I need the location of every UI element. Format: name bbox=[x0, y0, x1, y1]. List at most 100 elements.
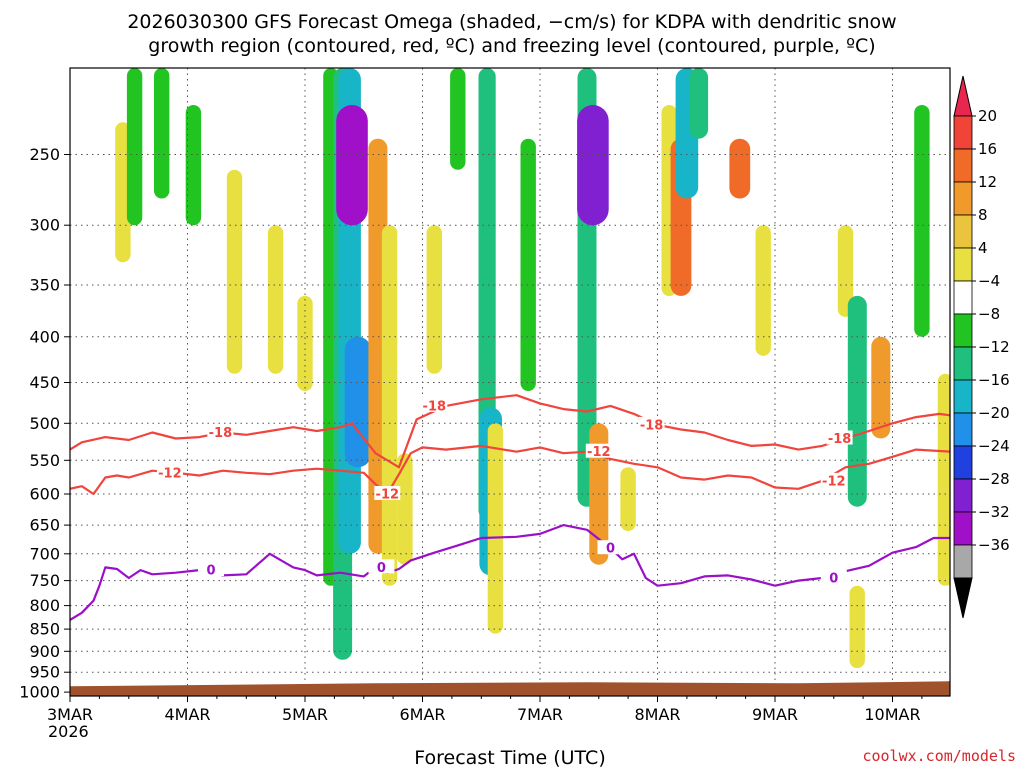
contour-label-bg-2-2 bbox=[597, 540, 624, 555]
omega-cell-36 bbox=[937, 373, 950, 586]
y-tick-label-300: 300 bbox=[29, 216, 60, 235]
colorbar-label-2: 12 bbox=[978, 173, 997, 191]
colorbar-segment-12 bbox=[953, 478, 973, 513]
colorbar-segment-14 bbox=[953, 544, 973, 579]
y-tick-label-500: 500 bbox=[29, 414, 60, 433]
contour-label-bg-1-3 bbox=[820, 472, 847, 487]
omega-cell-31 bbox=[837, 225, 854, 317]
chart-title-line-2: growth region (contoured, red, ºC) and f… bbox=[148, 35, 875, 57]
x-axis: 3MAR 4MAR 5MAR 6MAR 7MAR 8MAR 9MAR 10MAR bbox=[47, 696, 923, 724]
omega-cell-24 bbox=[620, 467, 636, 531]
omega-cell-13 bbox=[381, 225, 398, 586]
colorbar-segment-1 bbox=[953, 115, 973, 150]
gridlines bbox=[70, 68, 950, 696]
x-tick-label-8mar: 8MAR bbox=[634, 705, 680, 724]
colorbar-bottom-arrow bbox=[953, 577, 973, 619]
y-tick-label-950: 950 bbox=[29, 663, 60, 682]
x-tick-label-6mar: 6MAR bbox=[399, 705, 445, 724]
contour-label-2-1: 0 bbox=[377, 561, 386, 576]
omega-cell-0 bbox=[115, 122, 131, 263]
omega-cell-29 bbox=[729, 138, 751, 199]
colorbar-segment-2 bbox=[953, 148, 973, 183]
colorbar-segment-4 bbox=[953, 214, 973, 249]
omega-cell-30 bbox=[755, 225, 771, 356]
y-tick-label-650: 650 bbox=[29, 516, 60, 535]
omega-cell-4 bbox=[226, 169, 243, 374]
omega-cell-22 bbox=[577, 105, 609, 226]
colorbar-label-8: −16 bbox=[978, 371, 1010, 389]
contour-label-bg-2-3 bbox=[820, 570, 847, 584]
omega-shading-layer bbox=[115, 68, 950, 669]
colorbar-segment-7 bbox=[953, 313, 973, 348]
colorbar-label-5: −4 bbox=[978, 272, 1000, 290]
colorbar-segment-11 bbox=[953, 445, 973, 480]
colorbar: 20 16 12 8 4 −4 −8 −12 −16 −20 −24 −28 −32 −36 bbox=[953, 75, 1010, 619]
contour-label-bg-2-0 bbox=[198, 562, 224, 577]
omega-cell-20 bbox=[520, 138, 536, 391]
colorbar-label-13: −36 bbox=[978, 536, 1010, 554]
omega-cell-14 bbox=[397, 453, 413, 565]
y-tick-label-400: 400 bbox=[29, 327, 60, 346]
omega-cell-33 bbox=[849, 585, 865, 669]
x-tick-label-9mar: 9MAR bbox=[752, 705, 798, 724]
y-tick-label-850: 850 bbox=[29, 620, 60, 639]
colorbar-segment-8 bbox=[953, 346, 973, 381]
contour-label-0-0: -18 bbox=[209, 426, 233, 441]
colorbar-segment-3 bbox=[953, 181, 973, 216]
contour-label-2-2: 0 bbox=[606, 542, 615, 557]
y-tick-label-800: 800 bbox=[29, 596, 60, 615]
y-tick-label-1000: 1000 bbox=[19, 683, 60, 702]
omega-cell-2 bbox=[154, 68, 170, 199]
colorbar-segment-9 bbox=[953, 379, 973, 414]
credit-text: coolwx.com/models bbox=[862, 747, 1016, 765]
colorbar-label-11: −28 bbox=[978, 470, 1010, 488]
colorbar-label-12: −32 bbox=[978, 503, 1010, 521]
contour-label-1-2: -12 bbox=[587, 445, 611, 460]
colorbar-segment-6 bbox=[953, 280, 973, 315]
contour-line-2 bbox=[70, 524, 950, 621]
colorbar-label-9: −20 bbox=[978, 404, 1010, 422]
colorbar-label-4: 4 bbox=[978, 239, 988, 257]
colorbar-label-6: −8 bbox=[978, 305, 1000, 323]
omega-cell-11 bbox=[344, 336, 371, 468]
omega-cell-16 bbox=[450, 68, 466, 170]
contour-label-0-1: -18 bbox=[423, 399, 447, 414]
contour-label-1-3: -12 bbox=[822, 474, 846, 489]
omega-cell-10 bbox=[336, 105, 368, 226]
colorbar-segment-5 bbox=[953, 247, 973, 282]
x-tick-label-10mar: 10MAR bbox=[864, 705, 920, 724]
omega-cell-15 bbox=[426, 225, 442, 374]
contour-label-1-1: -12 bbox=[376, 488, 400, 503]
y-axis: 250 300 350 400 450 500 550 600 650 700 750 800 850 9… bbox=[19, 145, 70, 702]
x-tick-label-3mar: 3MAR bbox=[47, 705, 93, 724]
contour-label-bg-1-0 bbox=[156, 464, 183, 479]
x-tick-label-4mar: 4MAR bbox=[164, 705, 210, 724]
y-tick-label-900: 900 bbox=[29, 642, 60, 661]
contour-label-1-0: -12 bbox=[158, 466, 182, 481]
omega-cell-17 bbox=[478, 68, 496, 520]
colorbar-label-10: −24 bbox=[978, 437, 1010, 455]
omega-cell-35 bbox=[914, 105, 930, 337]
colorbar-top-arrow bbox=[953, 75, 973, 117]
y-tick-label-750: 750 bbox=[29, 571, 60, 590]
ground-layer bbox=[70, 681, 950, 696]
colorbar-segment-13 bbox=[953, 511, 973, 546]
contour-label-0-2: -18 bbox=[640, 418, 664, 433]
contour-label-bg-0-2 bbox=[638, 416, 665, 431]
omega-cell-5 bbox=[267, 225, 284, 374]
contour-layer: -18 -18 -18 -18 -12 -12 -12 -12 0 0 0 0 bbox=[70, 394, 950, 621]
x-tick-label-7mar: 7MAR bbox=[517, 705, 563, 724]
colorbar-label-1: 16 bbox=[978, 140, 997, 158]
contour-label-bg-1-1 bbox=[374, 486, 401, 500]
colorbar-label-7: −12 bbox=[978, 338, 1010, 356]
omega-cell-19 bbox=[487, 423, 504, 634]
y-tick-label-550: 550 bbox=[29, 451, 60, 470]
x-axis-year: 2026 bbox=[48, 722, 89, 741]
x-tick-label-5mar: 5MAR bbox=[282, 705, 328, 724]
omega-cell-32 bbox=[847, 295, 867, 507]
y-tick-label-350: 350 bbox=[29, 276, 60, 295]
contour-label-bg-0-3 bbox=[826, 430, 853, 445]
omega-cell-34 bbox=[871, 336, 891, 439]
contour-label-bg-0-0 bbox=[207, 424, 234, 439]
